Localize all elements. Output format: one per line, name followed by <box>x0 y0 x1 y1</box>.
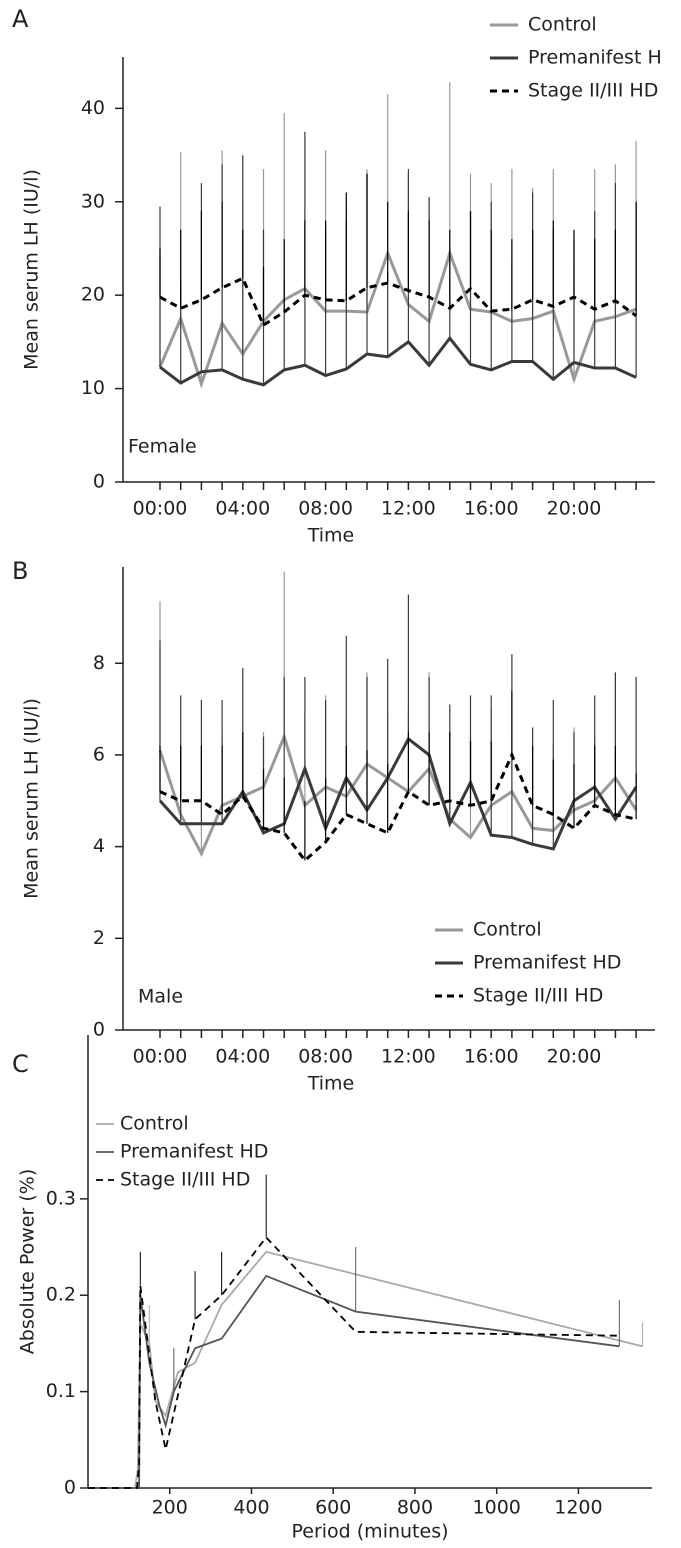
x-tick-label: 12:00 <box>381 498 436 520</box>
x-tick-label: 20:00 <box>547 498 602 520</box>
series-line <box>159 276 637 328</box>
legend-label: Stage II/III HD <box>120 1169 250 1191</box>
y-tick-label: 0 <box>64 1477 76 1499</box>
x-axis-title: Time <box>307 1073 355 1095</box>
legend-label: Control <box>120 1113 189 1135</box>
y-tick-label: 8 <box>93 652 105 674</box>
y-tick-label: 0 <box>93 471 105 493</box>
legend-label: Control <box>528 14 597 36</box>
x-tick-label: 04:00 <box>215 498 270 520</box>
y-tick-label: 20 <box>81 284 105 306</box>
y-tick-label: 0 <box>93 1019 105 1041</box>
panel-label: A <box>12 5 29 33</box>
x-tick-label: 16:00 <box>464 1046 519 1068</box>
x-tick-label: 800 <box>397 1497 433 1519</box>
series-line <box>88 1250 643 1489</box>
y-tick-label: 0.1 <box>46 1380 76 1402</box>
x-tick-label: 400 <box>233 1497 269 1519</box>
series-line <box>158 736 638 851</box>
y-tick-label: 30 <box>81 190 105 212</box>
x-tick-label: 1200 <box>554 1497 602 1519</box>
annotation: Female <box>128 436 197 458</box>
x-tick-label: 04:00 <box>215 1046 270 1068</box>
y-axis-title: Mean serum LH (IU/l) <box>21 698 43 899</box>
y-tick-label: 6 <box>93 743 105 765</box>
x-tick-label: 20:00 <box>547 1046 602 1068</box>
x-tick-label: 16:00 <box>464 498 519 520</box>
series-line <box>159 335 637 387</box>
x-tick-label: 200 <box>152 1497 188 1519</box>
legend-label: Premanifest HD <box>473 952 621 974</box>
x-tick-label: 600 <box>315 1497 351 1519</box>
series-line <box>88 1236 620 1489</box>
y-tick-label: 4 <box>93 835 105 857</box>
legend-label: Premanifest HD <box>120 1141 268 1163</box>
x-tick-label: 08:00 <box>298 498 353 520</box>
x-axis-title: Time <box>307 525 355 547</box>
series-line <box>158 248 637 389</box>
y-tick-label: 0.3 <box>46 1187 76 1209</box>
panel-label: B <box>12 557 28 585</box>
y-tick-label: 40 <box>81 97 105 119</box>
legend-label: Premanifest H <box>528 47 662 69</box>
annotation: Male <box>138 986 183 1008</box>
x-axis-title: Period (minutes) <box>291 1521 448 1543</box>
x-tick-label: 08:00 <box>298 1046 353 1068</box>
y-axis-title: Mean serum LH (IU/l) <box>21 169 43 370</box>
series-line <box>158 732 638 857</box>
x-tick-label: 12:00 <box>381 1046 436 1068</box>
x-tick-label: 00:00 <box>133 498 188 520</box>
y-tick-label: 10 <box>81 377 105 399</box>
x-tick-label: 1000 <box>473 1497 521 1519</box>
y-axis-title: Absolute Power (%) <box>17 1169 39 1354</box>
legend-label: Control <box>473 919 542 941</box>
legend-label: Stage II/III HD <box>528 80 658 102</box>
legend-label: Stage II/III HD <box>473 985 603 1007</box>
panel-label: C <box>12 1050 29 1078</box>
y-tick-label: 0.2 <box>46 1284 76 1306</box>
x-tick-label: 00:00 <box>133 1046 188 1068</box>
y-tick-label: 2 <box>93 927 105 949</box>
series-line <box>88 1274 620 1489</box>
